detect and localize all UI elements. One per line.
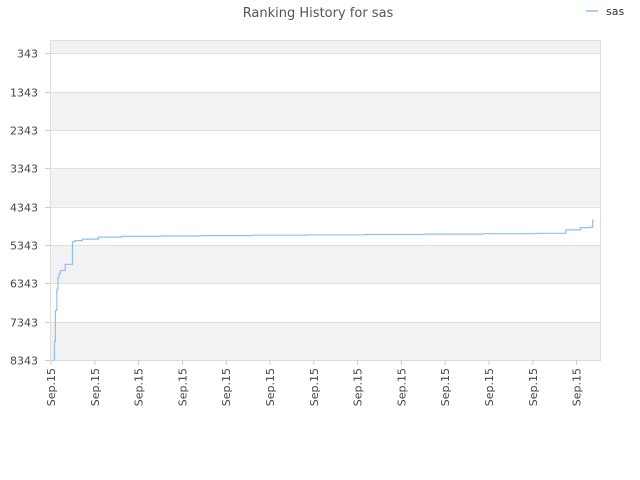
x-tick-label: Sep.15 <box>176 368 189 406</box>
y-tick-label: 1343 <box>10 87 38 100</box>
x-tick-label: Sep.15 <box>571 368 584 406</box>
x-tick-label: Sep.15 <box>133 368 146 406</box>
x-tick-label: Sep.15 <box>264 368 277 406</box>
y-tick-label: 343 <box>17 48 38 61</box>
series-line-sas <box>53 219 594 361</box>
plot-band <box>50 321 600 360</box>
x-axis: Sep.15 Sep.15 Sep.15 Sep.15 Sep.15 Sep.15 Sep.… <box>45 360 584 406</box>
y-tick-label: 2343 <box>10 125 38 138</box>
x-tick-label: Sep.15 <box>89 368 102 406</box>
y-axis: 343 1343 2343 3343 4343 5343 6343 7343 8343 <box>10 48 50 368</box>
x-tick-label: Sep.15 <box>395 368 408 406</box>
y-tick-label: 4343 <box>10 202 38 215</box>
x-tick-label: Sep.15 <box>352 368 365 406</box>
legend: sas <box>586 5 624 18</box>
plot-bands <box>50 40 600 360</box>
y-tick-label: 8343 <box>10 355 38 368</box>
plot-area-border <box>50 40 601 361</box>
chart-title: Ranking History for sas <box>243 6 394 21</box>
plot-band <box>50 244 600 284</box>
series-layer <box>53 219 594 361</box>
x-tick-label: Sep.15 <box>45 368 58 406</box>
x-tick-label: Sep.15 <box>483 368 496 406</box>
plot-band <box>50 91 600 130</box>
y-tick-label: 5343 <box>10 240 38 253</box>
x-tick-label: Sep.15 <box>439 368 452 406</box>
plot-band <box>50 40 600 54</box>
x-tick-label: Sep.15 <box>308 368 321 406</box>
y-tick-label: 7343 <box>10 317 38 330</box>
legend-label-sas: sas <box>606 5 624 18</box>
plot-band <box>50 168 600 207</box>
x-tick-label: Sep.15 <box>220 368 233 406</box>
x-tick-label: Sep.15 <box>527 368 540 406</box>
y-tick-label: 6343 <box>10 278 38 291</box>
y-tick-label: 3343 <box>10 163 38 176</box>
